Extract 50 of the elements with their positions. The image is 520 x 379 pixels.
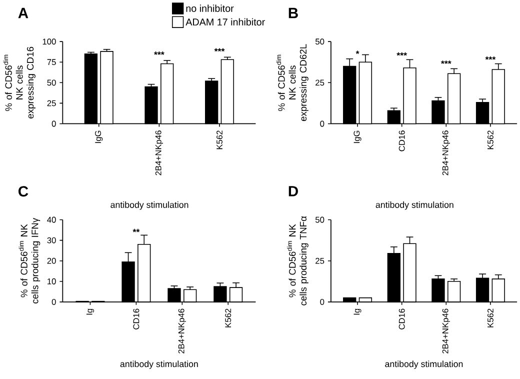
y-tick-label: 75 <box>47 59 56 65</box>
x-tick-label: K562 <box>487 308 494 328</box>
y-tick-label: 0 <box>320 298 324 305</box>
y-tick-label: 30 <box>47 237 56 244</box>
y-tick-label: 50 <box>47 80 56 86</box>
x-axis-title: antibody stimulation <box>120 360 198 369</box>
chart-subtitle: antibody stimulation <box>110 201 188 210</box>
chart-subtitle: antibody stimulation <box>376 201 454 210</box>
chart-title: D <box>288 186 298 196</box>
chart-title: B <box>288 8 298 18</box>
x-axis-title: antibody stimulation <box>385 360 463 369</box>
x-tick-label: Ig <box>86 308 94 315</box>
chart-title: C <box>18 186 28 197</box>
x-tick-label: Ig <box>354 308 362 315</box>
x-tick-label: K562 <box>216 130 222 150</box>
x-tick-label: 2B4+NKp46 <box>155 130 163 176</box>
x-tick-label: CD16 <box>398 130 405 152</box>
x-tick-label: K562 <box>487 130 494 150</box>
y-tick-label: 0 <box>320 120 324 127</box>
annotation: * <box>356 50 360 54</box>
y-axis-title: % of CD56$^{dim}$ NK cells expressing CD62L <box>276 44 308 121</box>
y-tick-label: 50 <box>316 38 324 44</box>
annotation: *** <box>440 60 452 64</box>
y-tick-label: 0 <box>52 120 56 127</box>
x-tick-label: CD16 <box>398 308 405 330</box>
annotation: *** <box>396 52 408 56</box>
annotation: *** <box>214 48 225 52</box>
legend-label: no inhibitor <box>186 4 234 12</box>
y-axis-title: % of CD56$^{dim}$ NK cells expressing CD16 <box>3 46 36 118</box>
x-tick-label: IgG <box>95 130 103 143</box>
y-tick-label: 25 <box>316 258 324 264</box>
x-tick-label: IgG <box>354 130 362 143</box>
y-tick-label: 50 <box>316 216 324 223</box>
y-tick-label: 100 <box>42 38 56 44</box>
x-tick-label: 2B4+NKp46 <box>442 308 450 354</box>
x-tick-label: CD16 <box>133 308 140 330</box>
y-tick-label: 25 <box>47 100 56 106</box>
x-tick-label: K562 <box>225 308 232 328</box>
annotation: *** <box>485 56 496 60</box>
y-tick-label: 25 <box>316 80 324 86</box>
x-tick-label: 2B4+NKp46 <box>178 308 186 354</box>
annotation: ** <box>132 228 140 232</box>
y-tick-label: 40 <box>47 216 56 223</box>
annotation: *** <box>154 51 164 55</box>
legend-label: ADAM 17 inhibitor <box>186 18 265 26</box>
y-tick-label: 0 <box>52 298 56 305</box>
y-tick-label: 10 <box>48 278 56 284</box>
chart-title: A <box>18 8 28 18</box>
x-tick-label: 2B4+NKp46 <box>442 130 450 176</box>
y-tick-label: 20 <box>47 258 56 264</box>
